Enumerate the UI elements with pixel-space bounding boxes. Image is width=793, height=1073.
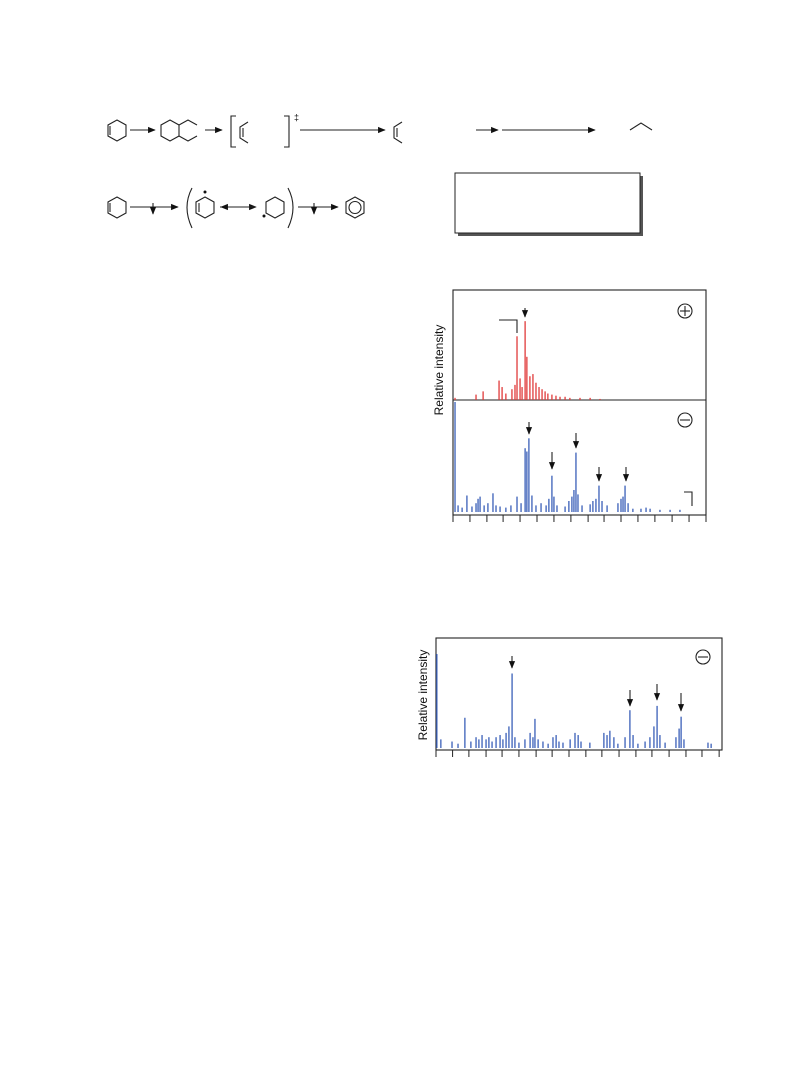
y-axis-label: Relative intensity xyxy=(416,650,430,741)
y-axis-label: Relative intensity xyxy=(432,325,446,416)
spectrum-frame-b xyxy=(435,637,723,751)
scheme-row-2 xyxy=(107,187,365,229)
scheme-row-1: ‡ xyxy=(107,112,653,148)
spectrum-frame-a xyxy=(452,289,707,516)
empty-box xyxy=(454,172,643,236)
transition-state-symbol: ‡ xyxy=(294,112,299,122)
